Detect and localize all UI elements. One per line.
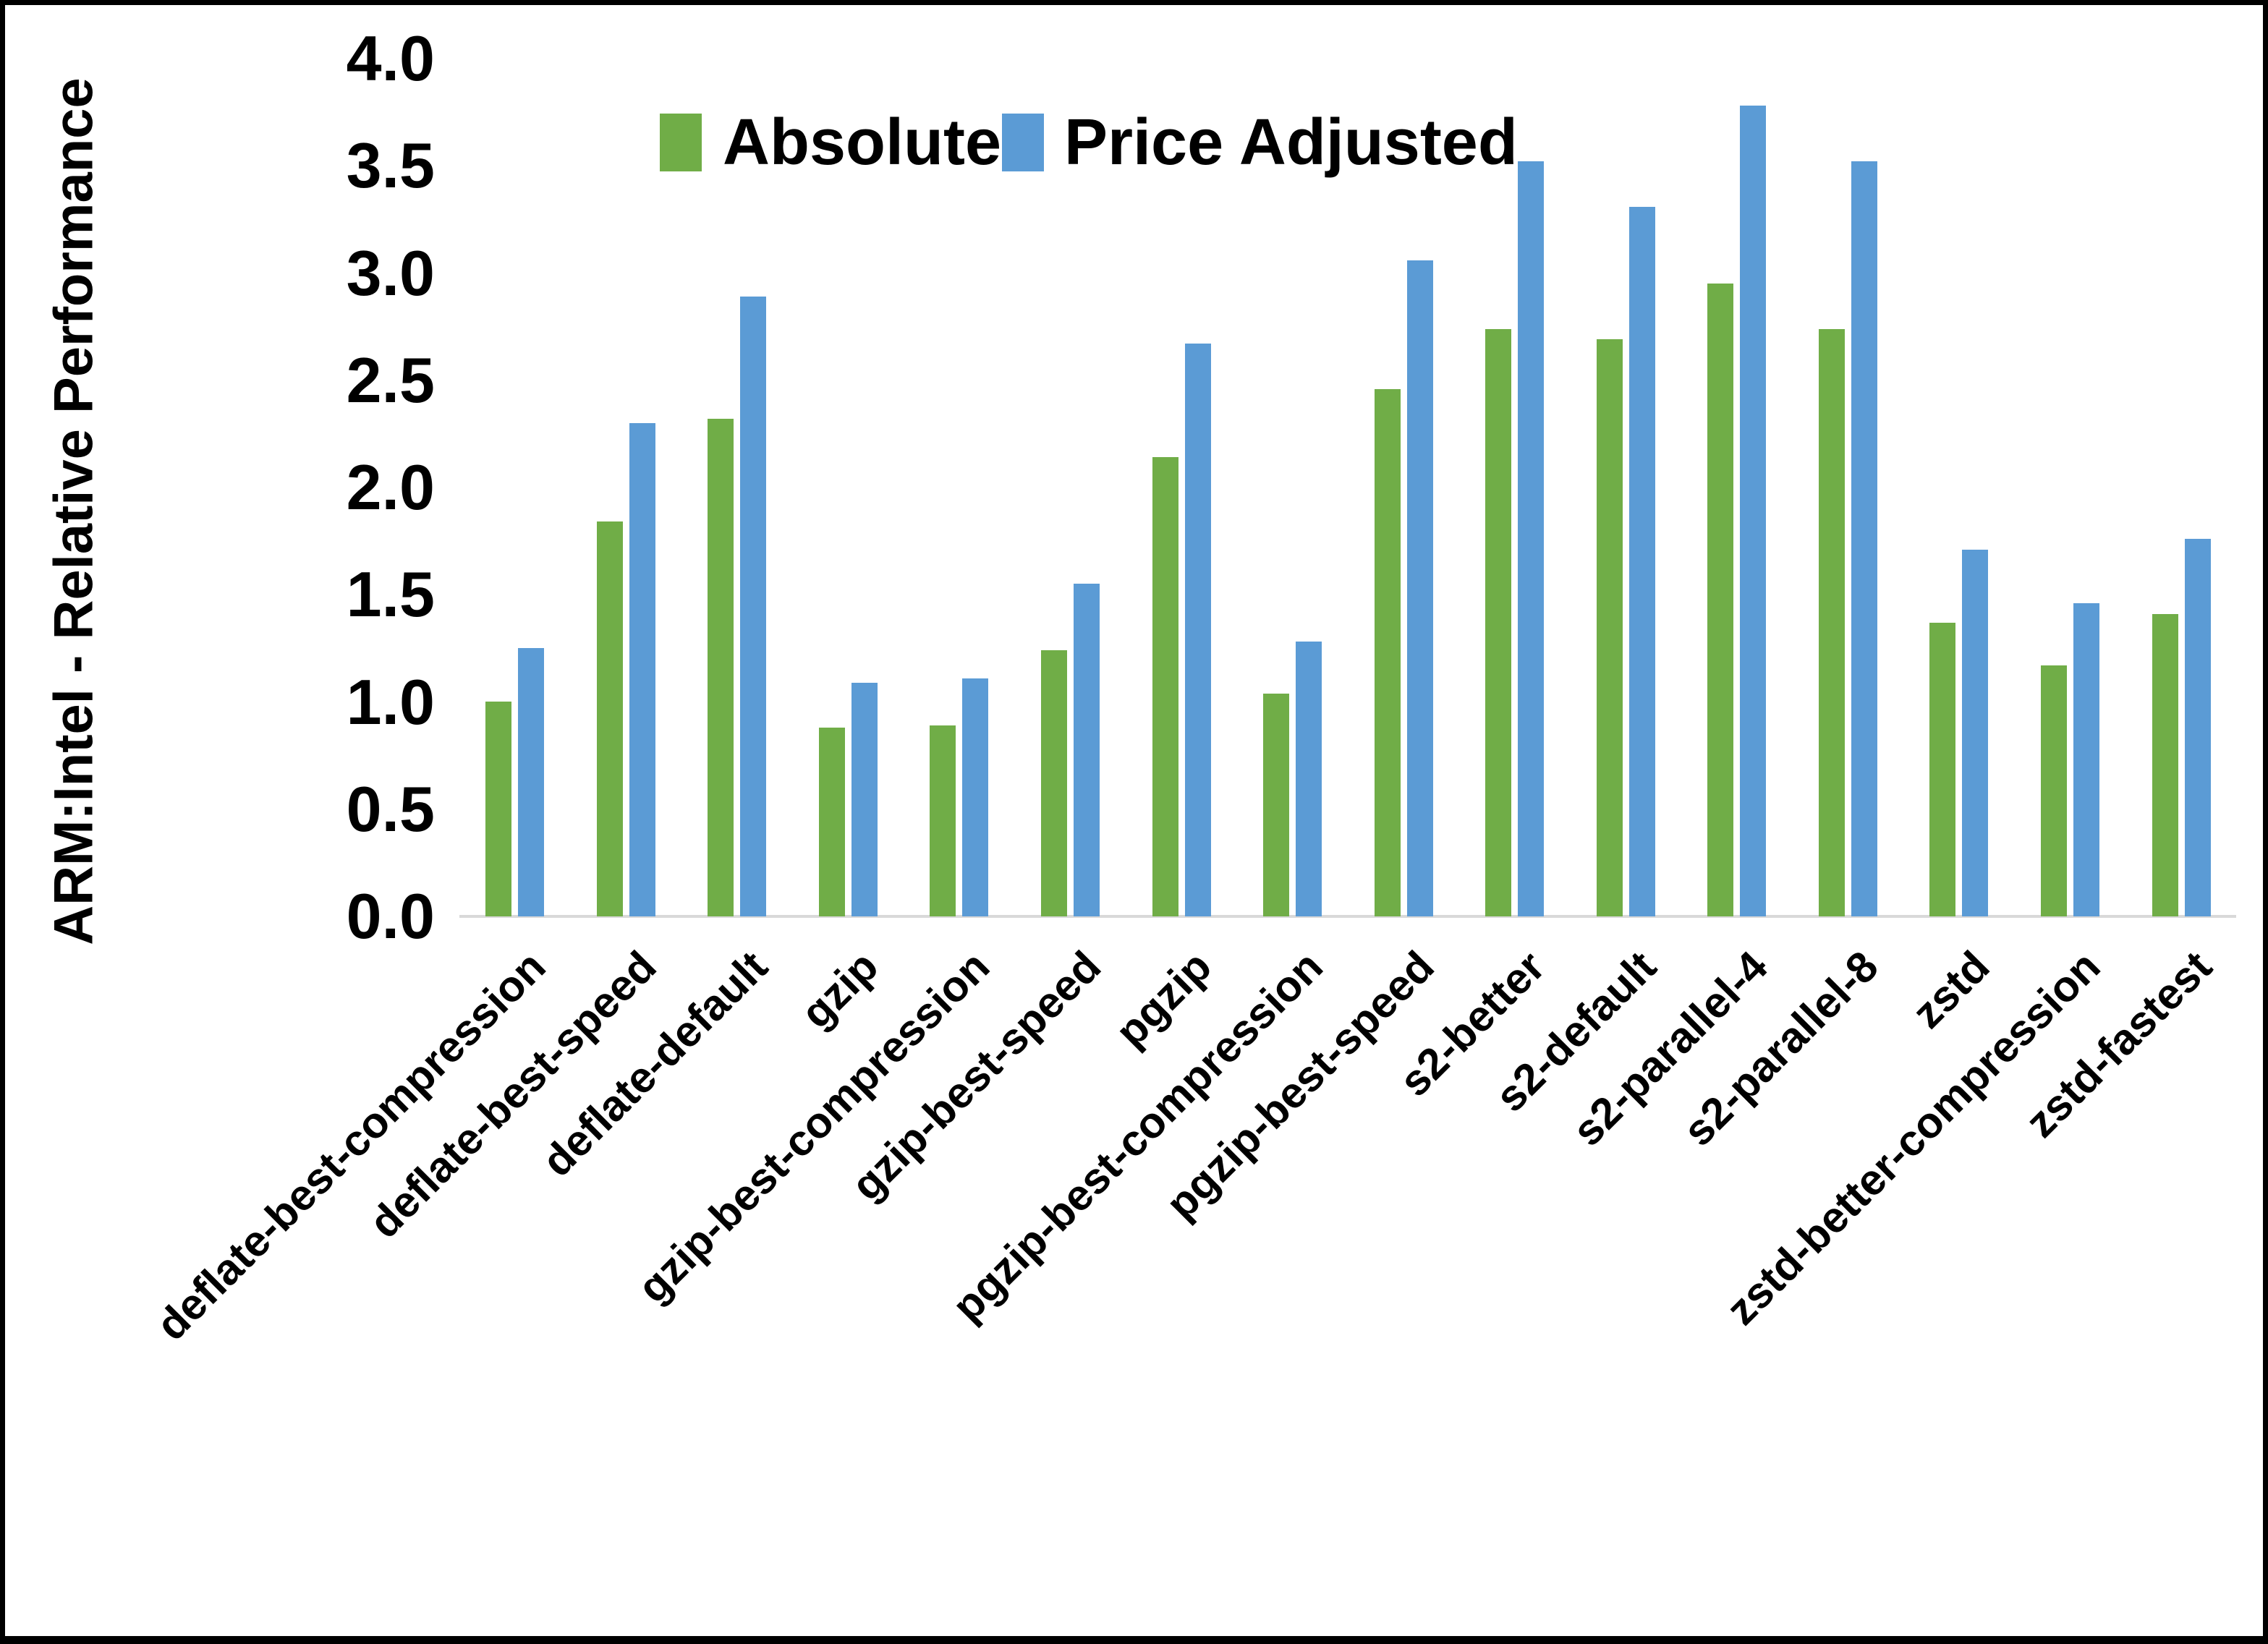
bar-price-adjusted [1407, 260, 1433, 916]
legend-label: Absolute [723, 106, 1002, 179]
y-tick-label: 2.5 [346, 344, 435, 416]
bar-absolute [708, 419, 734, 916]
bar-absolute [485, 702, 511, 916]
y-tick-label: 3.0 [346, 237, 435, 309]
bar-absolute [1485, 329, 1511, 916]
bar-absolute [1929, 623, 1955, 916]
x-category-label: gzip [791, 942, 888, 1038]
bar-price-adjusted [1962, 550, 1988, 916]
bar-price-adjusted [740, 297, 766, 916]
bar-price-adjusted [851, 683, 878, 916]
bar-absolute [1041, 650, 1067, 916]
bar-price-adjusted [1185, 344, 1211, 916]
bar-price-adjusted [1740, 106, 1766, 916]
bar-price-adjusted [518, 648, 544, 916]
y-tick-label: 3.5 [346, 129, 435, 202]
bar-price-adjusted [1518, 161, 1544, 916]
bar-absolute [930, 725, 956, 916]
bar-price-adjusted [1296, 642, 1322, 916]
bar-absolute [1375, 389, 1401, 916]
legend-swatch-price-adjusted [1002, 114, 1044, 171]
bar-price-adjusted [2073, 603, 2099, 916]
x-category-label: zstd [1903, 942, 1999, 1038]
bar-absolute [2152, 614, 2178, 916]
y-tick-label: 1.5 [346, 558, 435, 631]
bar-absolute [819, 728, 845, 916]
x-axis-line [459, 915, 2236, 918]
y-tick-label: 0.0 [346, 880, 435, 952]
y-tick-label: 4.0 [346, 22, 435, 94]
bar-price-adjusted [629, 423, 655, 916]
legend-label: Price Adjusted [1064, 106, 1518, 179]
bar-absolute [1597, 339, 1623, 916]
bar-absolute [1819, 329, 1845, 916]
bar-price-adjusted [1074, 584, 1100, 916]
y-axis-title: ARM:Intel - Relative Performance [43, 77, 105, 945]
bar-price-adjusted [1851, 161, 1877, 916]
bar-price-adjusted [962, 678, 988, 916]
y-tick-label: 2.0 [346, 451, 435, 523]
bar-absolute [2041, 665, 2067, 916]
bar-price-adjusted [1629, 207, 1655, 916]
bar-absolute [1152, 457, 1178, 916]
bar-absolute [1263, 694, 1289, 916]
bar-absolute [1707, 284, 1733, 916]
y-tick-label: 1.0 [346, 665, 435, 738]
bar-absolute [597, 521, 623, 916]
y-tick-label: 0.5 [346, 772, 435, 845]
legend-swatch-absolute [660, 114, 702, 171]
bar-price-adjusted [2185, 539, 2211, 916]
